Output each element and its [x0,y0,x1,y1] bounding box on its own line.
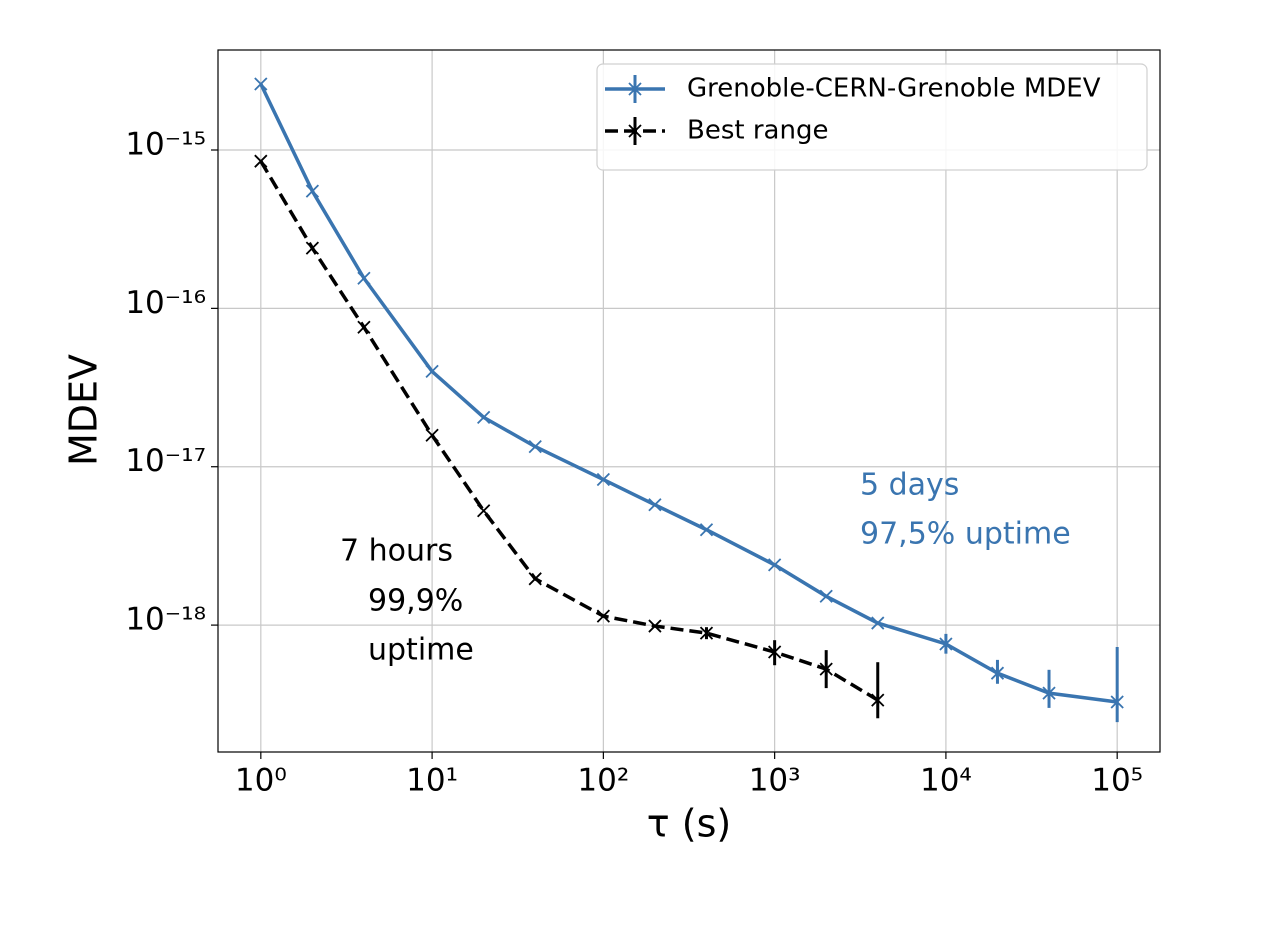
data-point [1042,686,1056,700]
x-tick-label: 10² [577,763,629,799]
data-point [819,589,833,603]
y-tick-label: 10⁻¹⁶ [125,285,206,321]
annotation: 5 days [860,468,959,503]
data-point [648,619,662,633]
data-point [357,320,371,334]
legend-box [596,63,1148,171]
data-point [528,572,542,586]
y-tick-label: 10⁻¹⁵ [125,126,206,162]
data-point [699,626,714,640]
data-point [596,472,611,487]
annotation: 7 hours [340,534,453,569]
x-tick-label: 10⁴ [920,763,972,799]
series-line [259,83,1118,704]
annotation: uptime [368,633,474,668]
x-tick-label: 10¹ [406,763,458,799]
y-tick-label: 10⁻¹⁷ [125,443,206,479]
legend-label: Best range [687,116,828,146]
x-tick-label: 10⁰ [235,763,287,799]
data-point [305,184,320,198]
data-point [871,616,885,630]
data-point [990,666,1005,680]
legend-marker [628,82,642,96]
y-axis-label: MDEV [62,354,106,466]
data-point [425,428,439,442]
x-tick-label: 10⁵ [1091,763,1143,799]
data-point [871,693,885,707]
data-point [768,645,782,659]
data-point [819,662,833,676]
data-point [254,77,268,91]
annotation: 99,9% [368,584,463,619]
data-point [425,364,439,379]
data-point [477,504,491,518]
data-point [305,241,320,255]
data-point [939,637,953,651]
data-point [596,609,611,623]
x-axis-label: τ (s) [647,802,731,846]
series-line [259,160,879,702]
legend-label: Grenoble-CERN-Grenoble MDEV [687,74,1101,104]
data-point [528,439,542,454]
data-point [699,523,714,537]
data-point [357,271,371,285]
y-tick-label: 10⁻¹⁸ [125,602,206,638]
x-tick-label: 10³ [749,763,801,799]
legend-marker [628,124,642,138]
plot-frame [217,49,1161,753]
annotation: 97,5% uptime [860,517,1071,552]
data-point [648,498,662,512]
data-point [1110,695,1124,709]
data-point [768,558,782,572]
data-point [254,154,268,168]
data-point [477,410,491,424]
